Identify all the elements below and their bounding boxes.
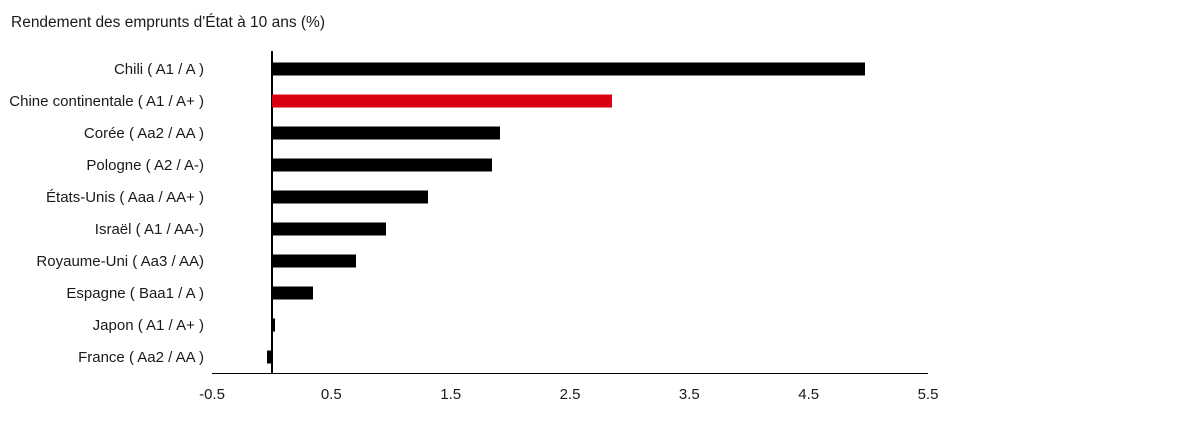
bar (271, 94, 612, 108)
bar-track (212, 213, 928, 245)
category-label: Espagne ( Baa1 / A ) (66, 284, 204, 302)
x-tick-label: 1.5 (440, 386, 462, 403)
x-tick-label: 4.5 (798, 386, 820, 403)
bar-track (212, 85, 928, 117)
category-label: Japon ( A1 / A+ ) (92, 316, 204, 334)
bar (271, 158, 493, 172)
x-tick-label: 3.5 (678, 386, 700, 403)
category-label: Royaume-Uni ( Aa3 / AA) (36, 252, 204, 270)
bar (271, 62, 865, 76)
chart-row: États-Unis ( Aaa / AA+ ) (0, 181, 1180, 213)
bar-track (212, 181, 928, 213)
chart-row: Royaume-Uni ( Aa3 / AA) (0, 245, 1180, 277)
bar-track (212, 149, 928, 181)
category-label: Pologne ( A2 / A-) (86, 156, 204, 174)
chart-row: Corée ( Aa2 / AA ) (0, 117, 1180, 149)
bar-track (212, 245, 928, 277)
bar-track (212, 117, 928, 149)
bar-track (212, 277, 928, 309)
category-label: États-Unis ( Aaa / AA+ ) (46, 188, 204, 206)
chart-row: Japon ( A1 / A+ ) (0, 309, 1180, 341)
chart-row: Israël ( A1 / AA-) (0, 213, 1180, 245)
category-label: Corée ( Aa2 / AA ) (83, 124, 204, 142)
bar (271, 286, 314, 300)
chart-row: France ( Aa2 / AA ) (0, 341, 1180, 373)
bar (271, 254, 357, 268)
x-axis-line (212, 372, 928, 374)
bar-track (212, 341, 928, 373)
chart-row: Espagne ( Baa1 / A ) (0, 277, 1180, 309)
chart-row: Chili ( A1 / A ) (0, 53, 1180, 85)
zero-axis-line (271, 51, 273, 373)
bar-track (212, 53, 928, 85)
bar (271, 318, 276, 332)
bar (271, 190, 428, 204)
bar (271, 126, 500, 140)
category-label: Israël ( A1 / AA-) (94, 220, 204, 238)
bar (266, 350, 272, 364)
category-label: Chine continentale ( A1 / A+ ) (9, 92, 204, 110)
category-label: Chili ( A1 / A ) (113, 60, 204, 78)
x-tick-label: 5.5 (917, 386, 939, 403)
category-label: France ( Aa2 / AA ) (78, 348, 204, 366)
chart-rows: Chili ( A1 / A ) Chine continentale ( A1 … (0, 53, 1180, 373)
x-tick-label: -0.5 (199, 386, 225, 403)
x-tick-label: 2.5 (559, 386, 581, 403)
bar (271, 222, 387, 236)
chart-row: Chine continentale ( A1 / A+ ) (0, 85, 1180, 117)
bar-track (212, 309, 928, 341)
x-axis-ticks: -0.5 0.5 1.5 2.5 3.5 4.5 5.5 (199, 386, 938, 406)
chart-title: Rendement des emprunts d'État à 10 ans (… (11, 14, 325, 31)
chart-row: Pologne ( A2 / A-) (0, 149, 1180, 181)
x-tick-label: 0.5 (320, 386, 342, 403)
